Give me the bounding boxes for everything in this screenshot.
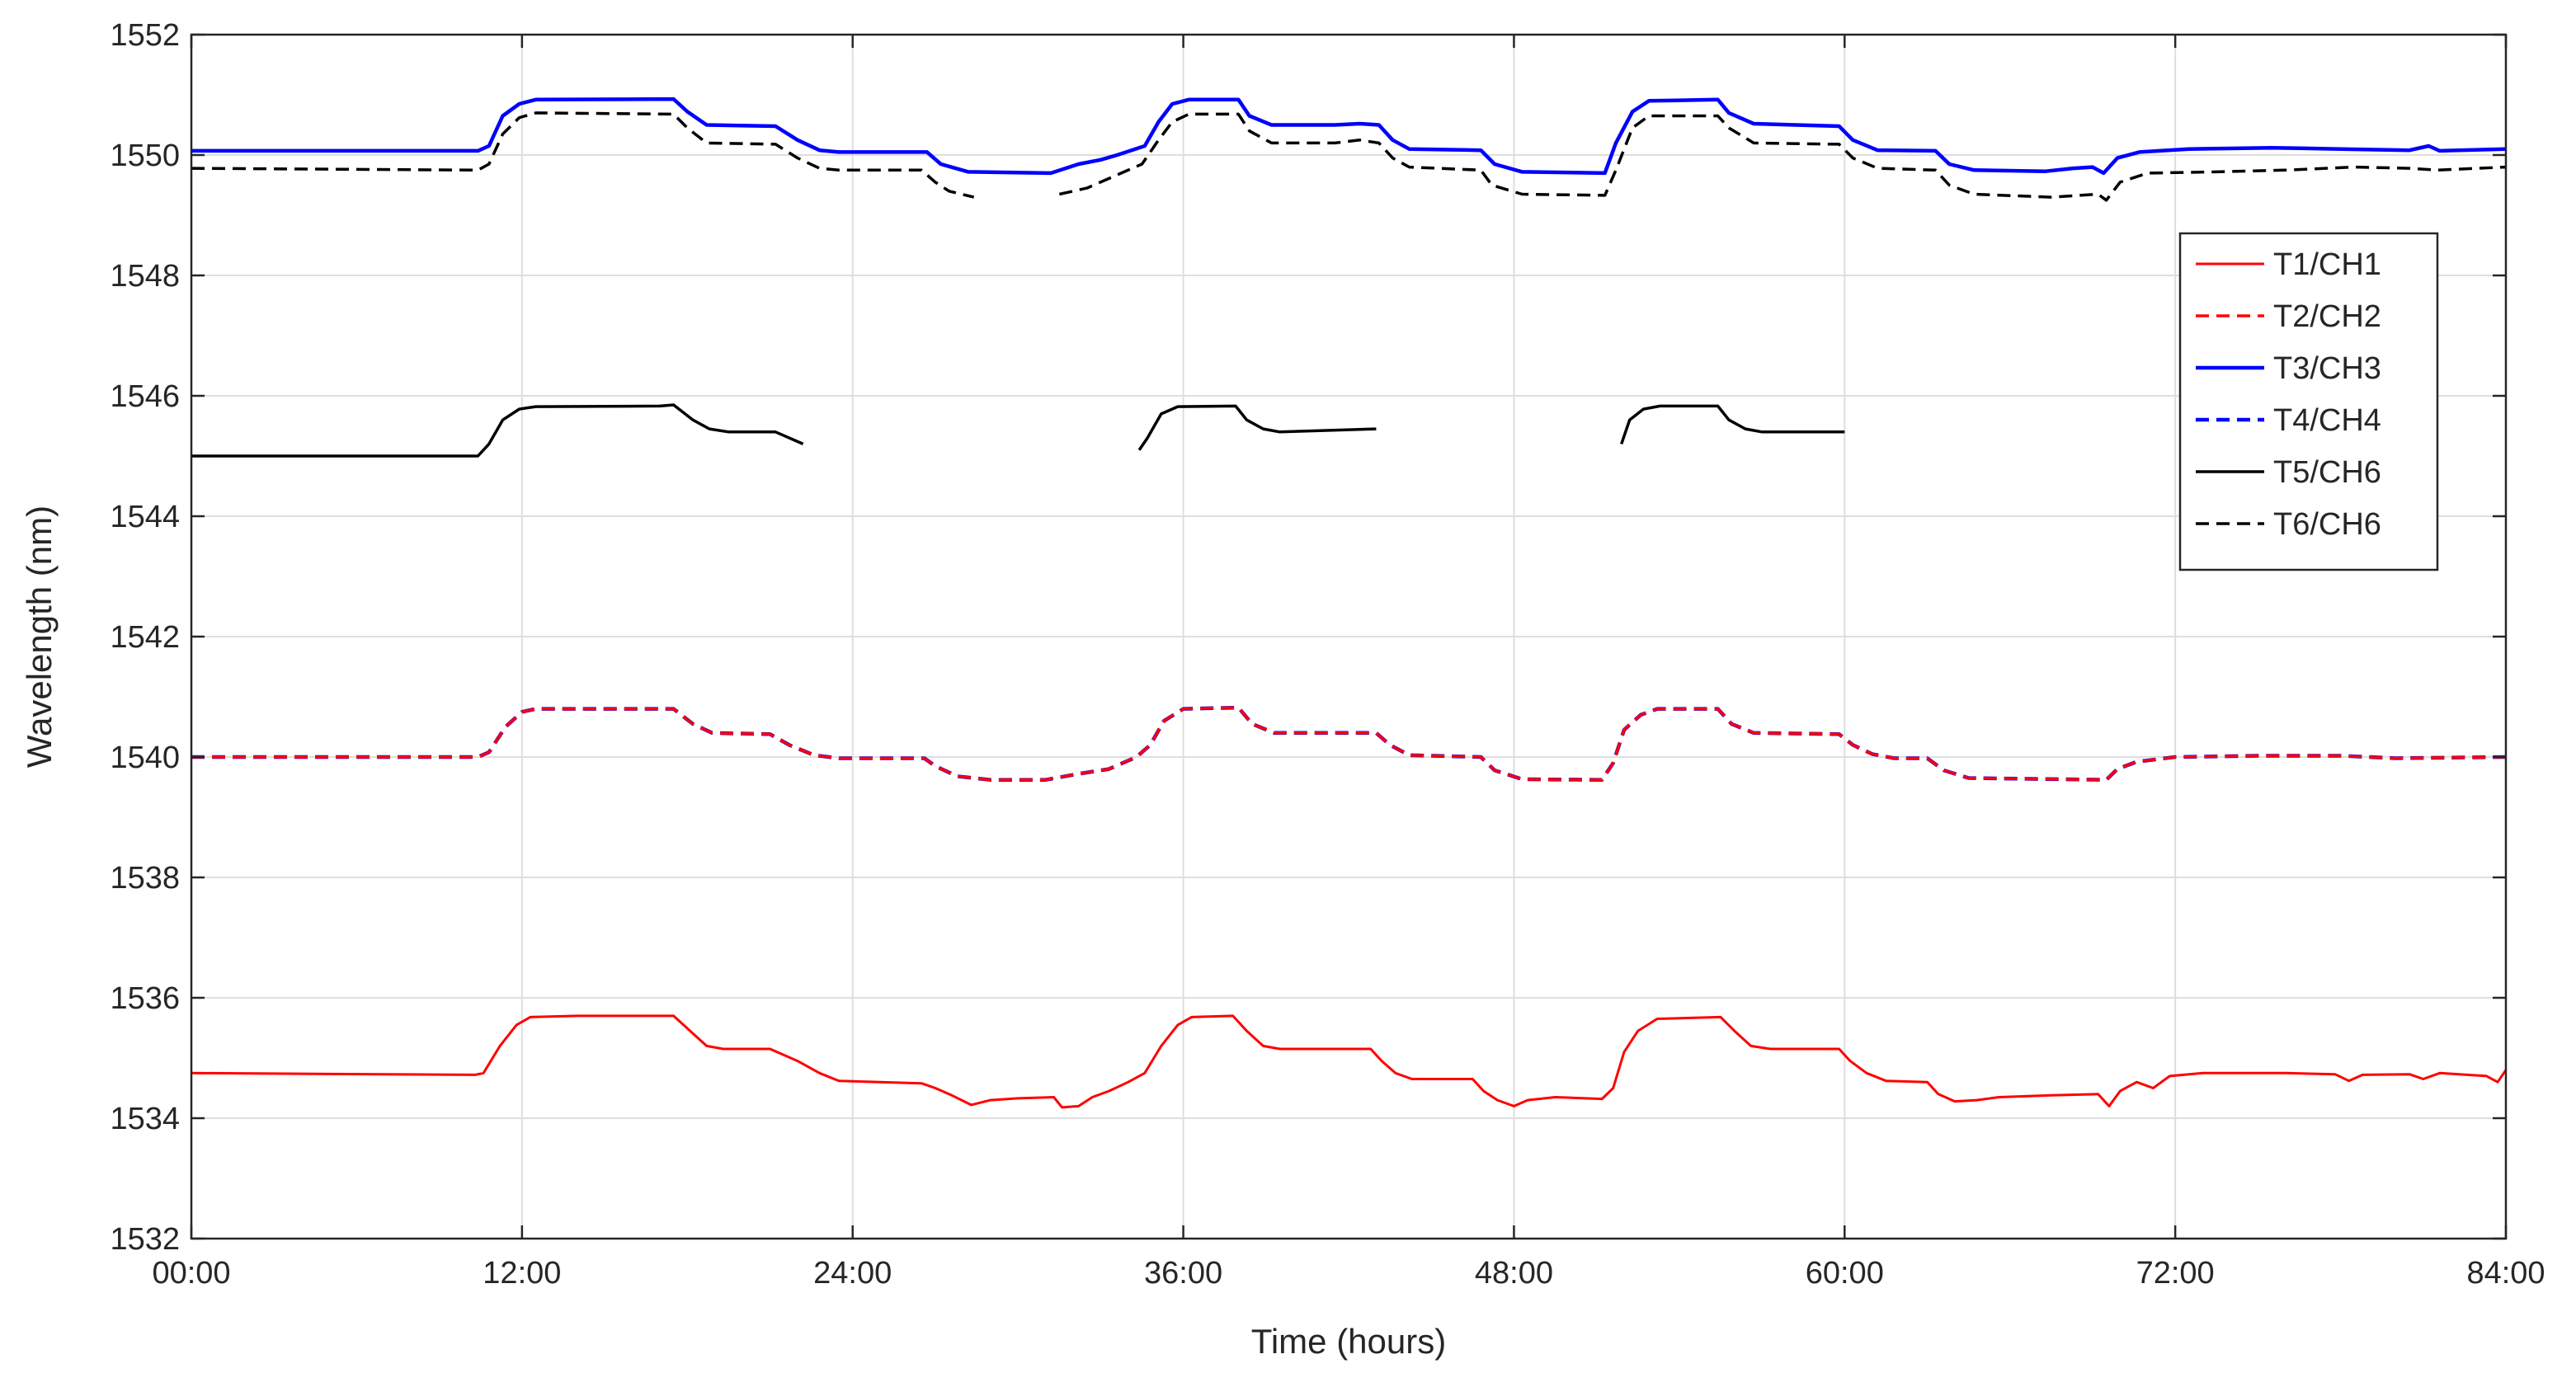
y-tick-label: 1548 bbox=[110, 259, 180, 294]
y-tick-label: 1544 bbox=[110, 500, 180, 534]
y-tick-label: 1532 bbox=[110, 1222, 180, 1257]
series-line-t5-ch6 bbox=[191, 403, 804, 458]
legend-label-t5-ch6: T5/CH6 bbox=[2273, 455, 2381, 490]
x-tick-label: 24:00 bbox=[813, 1256, 892, 1291]
legend-box bbox=[2178, 232, 2439, 571]
axis-ticks bbox=[190, 33, 2508, 1240]
x-tick-label: 72:00 bbox=[2136, 1256, 2215, 1291]
x-axis-tick-labels: 00:00 12:00 24:00 36:00 48:00 60:00 72:00 84:00 bbox=[152, 1256, 2545, 1291]
legend-label-t1-ch1: T1/CH1 bbox=[2273, 247, 2381, 282]
x-tick-label: 48:00 bbox=[1475, 1256, 1553, 1291]
series-line-t6-ch6 bbox=[191, 111, 975, 199]
legend-label-t6-ch6: T6/CH6 bbox=[2273, 507, 2381, 542]
legend: T1/CH1 T2/CH2 T3/CH3 T4/CH4 T5/CH6 T6/CH6 bbox=[2178, 232, 2439, 571]
y-tick-label: 1536 bbox=[110, 981, 180, 1016]
y-tick-label: 1552 bbox=[110, 18, 180, 53]
legend-label-t2-ch2: T2/CH2 bbox=[2273, 299, 2381, 334]
series-line-t1-ch1 bbox=[191, 1014, 2508, 1109]
series-line-t2-ch2 bbox=[191, 706, 2507, 782]
x-tick-label: 12:00 bbox=[483, 1256, 561, 1291]
y-tick-label: 1542 bbox=[110, 620, 180, 655]
x-tick-label: 36:00 bbox=[1144, 1256, 1222, 1291]
series-line-t6-ch6 bbox=[1058, 112, 2507, 202]
y-tick-label: 1540 bbox=[110, 741, 180, 775]
y-tick-label: 1546 bbox=[110, 379, 180, 414]
x-tick-label: 84:00 bbox=[2466, 1256, 2545, 1291]
y-tick-label: 1538 bbox=[110, 861, 180, 896]
x-tick-label: 00:00 bbox=[152, 1256, 230, 1291]
y-axis-label: Wavelength (nm) bbox=[20, 505, 59, 768]
y-tick-label: 1550 bbox=[110, 139, 180, 173]
series-line-t3-ch3 bbox=[191, 96, 2507, 176]
legend-label-t3-ch3: T3/CH3 bbox=[2273, 351, 2381, 386]
series-line-t5-ch6 bbox=[1620, 404, 1845, 444]
series-line-t5-ch6 bbox=[1137, 404, 1377, 451]
y-axis-tick-labels: 1532 1534 1536 1538 1540 1542 1544 1546 1548 1550… bbox=[110, 18, 180, 1257]
series-lines bbox=[191, 96, 2508, 1109]
x-axis-label: Time (hours) bbox=[1251, 1322, 1446, 1361]
legend-label-t4-ch4: T4/CH4 bbox=[2273, 403, 2381, 438]
y-tick-label: 1534 bbox=[110, 1102, 180, 1136]
x-tick-label: 60:00 bbox=[1806, 1256, 1884, 1291]
